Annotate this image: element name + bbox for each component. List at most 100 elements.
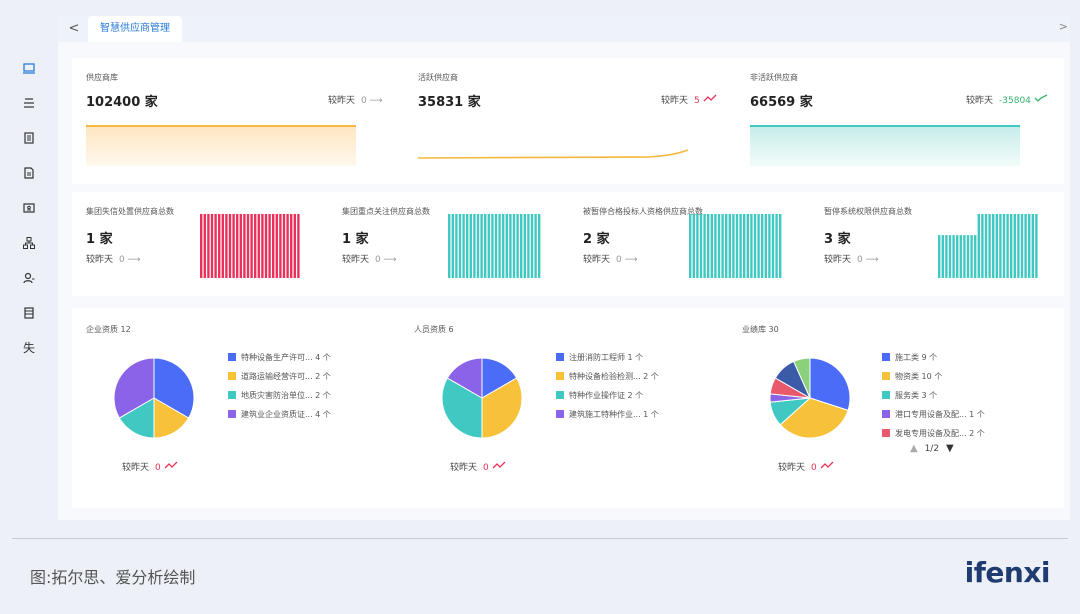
org-tree-icon bbox=[23, 236, 35, 249]
legend-item[interactable]: 服务类 3 个 bbox=[882, 390, 985, 409]
bar-stripe bbox=[981, 214, 984, 278]
user-icon bbox=[23, 272, 35, 283]
bar-stripe bbox=[696, 214, 699, 278]
pie-slice[interactable] bbox=[153, 357, 195, 419]
bar-stripe bbox=[527, 214, 530, 278]
bar-stripe bbox=[938, 235, 941, 278]
bar-stripe bbox=[1024, 214, 1027, 278]
sidebar-item-org[interactable] bbox=[10, 225, 48, 260]
bar-stripe bbox=[963, 235, 966, 278]
legend-swatch bbox=[556, 391, 564, 399]
bar-stripe bbox=[710, 214, 713, 278]
compare-label: 较昨天 bbox=[583, 255, 611, 265]
legend-item[interactable]: 建筑施工特种作业... 1 个 bbox=[556, 409, 659, 428]
bar-stripe bbox=[538, 214, 541, 278]
legend-item[interactable]: 施工类 9 个 bbox=[882, 352, 985, 371]
line-sparkline bbox=[418, 149, 689, 159]
pie-slice[interactable] bbox=[113, 357, 155, 419]
bar-stripe bbox=[779, 214, 782, 278]
triangle-up-icon[interactable]: ▲ bbox=[910, 443, 918, 454]
legend-label: 发电专用设备及配... 2 个 bbox=[895, 429, 985, 438]
legend-label: 物资类 10 个 bbox=[895, 372, 943, 381]
legend-item[interactable]: 港口专用设备及配... 1 个 bbox=[882, 409, 985, 428]
bar-stripe bbox=[462, 214, 465, 278]
bar-stripe bbox=[941, 235, 944, 278]
trend-check-icon bbox=[1034, 94, 1048, 102]
pie-slice[interactable] bbox=[446, 357, 483, 399]
bar-stripe bbox=[692, 214, 695, 278]
compare-value: 0 bbox=[361, 96, 367, 106]
top-stats-card: 供应商库 102400 家 较昨天 0 ⟶ 活跃供应商 35831 家 较昨天 5 bbox=[72, 58, 1064, 184]
pie-slice[interactable] bbox=[441, 377, 483, 439]
bar-stripe bbox=[757, 214, 760, 278]
tab-back-button[interactable]: < bbox=[68, 21, 80, 36]
legend-item[interactable]: 发电专用设备及配... 2 个 bbox=[882, 428, 985, 447]
sidebar-item-document[interactable] bbox=[10, 120, 48, 155]
compare-value: 0 bbox=[375, 255, 381, 265]
bar-stripe bbox=[750, 214, 753, 278]
compare-value: 5 bbox=[694, 96, 700, 106]
pie-slice[interactable] bbox=[481, 377, 523, 439]
main-panel: < 智慧供应商管理 > 供应商库 102400 家 较昨天 0 ⟶ 活跃供应商 3… bbox=[58, 16, 1070, 520]
compare-value: -35804 bbox=[999, 96, 1031, 106]
pie-slice[interactable] bbox=[809, 357, 851, 411]
sparkline-line bbox=[418, 149, 689, 159]
legend-item[interactable]: 地质灾害防治单位... 2 个 bbox=[228, 390, 331, 409]
legend-item[interactable]: 物资类 10 个 bbox=[882, 371, 985, 390]
legend-item[interactable]: 特种设备检验检测... 2 个 bbox=[556, 371, 659, 390]
legend-label: 建筑施工特种作业... 1 个 bbox=[569, 410, 659, 419]
bar-stripe bbox=[735, 214, 739, 278]
bar-stripe bbox=[279, 214, 282, 278]
legend-item[interactable]: 特种设备生产许可... 4 个 bbox=[228, 352, 331, 371]
trend-up-icon bbox=[492, 461, 506, 469]
bar-stripe bbox=[956, 235, 959, 278]
bar-stripe bbox=[732, 214, 735, 278]
bar-stripe bbox=[498, 214, 501, 278]
bar-stripe bbox=[945, 235, 948, 278]
sidebar-item-user[interactable] bbox=[10, 260, 48, 295]
compare-label: 较昨天 bbox=[328, 96, 356, 106]
tab-forward-button[interactable]: > bbox=[1058, 20, 1068, 33]
tab-smart-supplier[interactable]: 智慧供应商管理 bbox=[88, 16, 182, 42]
legend-item[interactable]: 建筑业企业资质证... 4 个 bbox=[228, 409, 331, 428]
sidebar-item-home[interactable] bbox=[10, 50, 48, 85]
legend-item[interactable]: 道路运输经营许可... 2 个 bbox=[228, 371, 331, 390]
bar-stripe bbox=[207, 214, 210, 278]
pie-legend: 特种设备生产许可... 4 个道路运输经营许可... 2 个地质灾害防治单位..… bbox=[228, 352, 331, 428]
bar-stripe bbox=[466, 214, 469, 278]
legend-item[interactable]: 注册消防工程师 1 个 bbox=[556, 352, 659, 371]
bar-stripe bbox=[469, 214, 472, 278]
compare-value: 0 bbox=[857, 255, 863, 265]
pie-slice[interactable] bbox=[779, 397, 849, 439]
arrow-right-icon: ⟶ bbox=[865, 255, 879, 265]
bar-stripe bbox=[771, 214, 775, 278]
sidebar-item-id-card[interactable] bbox=[10, 190, 48, 225]
bar-stripe bbox=[775, 214, 778, 278]
triangle-down-icon[interactable]: ▼ bbox=[945, 443, 954, 454]
bar-stripe bbox=[458, 214, 462, 278]
trend-up-icon bbox=[164, 461, 178, 469]
compare-label: 较昨天 bbox=[86, 255, 114, 265]
bar-stripe bbox=[505, 214, 508, 278]
bar-stripe bbox=[455, 214, 458, 278]
bar-stripe bbox=[520, 214, 523, 278]
bar-stripe bbox=[1031, 214, 1034, 278]
legend-swatch bbox=[556, 372, 564, 380]
pie-chart bbox=[441, 357, 523, 439]
tab-bar: < 智慧供应商管理 > bbox=[58, 16, 1070, 42]
sidebar-item-list[interactable] bbox=[10, 85, 48, 120]
sidebar-item-file[interactable] bbox=[10, 155, 48, 190]
legend-swatch bbox=[556, 353, 564, 361]
legend-item[interactable]: 特种作业操作证 2 个 bbox=[556, 390, 659, 409]
bar-stripe bbox=[476, 214, 480, 278]
legend-swatch bbox=[228, 372, 236, 380]
bar-stripe bbox=[764, 214, 767, 278]
sidebar-item-text[interactable]: 失 bbox=[10, 330, 48, 365]
striped-bar-chart bbox=[938, 214, 1038, 278]
bar-stripe bbox=[952, 235, 955, 278]
pie-slice[interactable] bbox=[793, 357, 811, 399]
bar-stripe bbox=[268, 214, 271, 278]
bar-stripe bbox=[236, 214, 239, 278]
sidebar-item-report[interactable] bbox=[10, 295, 48, 330]
compare-value: 0 bbox=[483, 463, 489, 473]
